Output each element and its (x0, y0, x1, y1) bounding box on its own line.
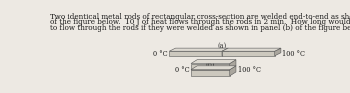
Polygon shape (191, 60, 236, 64)
Text: to flow through the rods if they were welded as shown in panel (b) of the figure: to flow through the rods if they were we… (50, 24, 350, 32)
Polygon shape (169, 48, 228, 51)
Text: (b): (b) (206, 60, 215, 68)
Text: (a): (a) (217, 42, 227, 50)
Polygon shape (169, 51, 222, 56)
Text: Two identical metal rods of rectangular cross-section are welded end-to-end as s: Two identical metal rods of rectangular … (50, 13, 350, 21)
Polygon shape (222, 51, 275, 56)
Polygon shape (230, 60, 236, 70)
Polygon shape (191, 70, 230, 76)
Polygon shape (222, 48, 281, 51)
Text: 100 °C: 100 °C (282, 50, 306, 58)
Polygon shape (275, 48, 281, 56)
Text: 0 °C: 0 °C (153, 50, 168, 58)
Polygon shape (191, 64, 230, 70)
Text: of the figure below.  10 J of heat flows through the rods in 2 min.  How long wo: of the figure below. 10 J of heat flows … (50, 18, 350, 26)
Text: 100 °C: 100 °C (238, 66, 260, 74)
Text: 0 °C: 0 °C (175, 66, 189, 74)
Polygon shape (222, 48, 228, 56)
Polygon shape (191, 66, 236, 70)
Polygon shape (230, 66, 236, 76)
